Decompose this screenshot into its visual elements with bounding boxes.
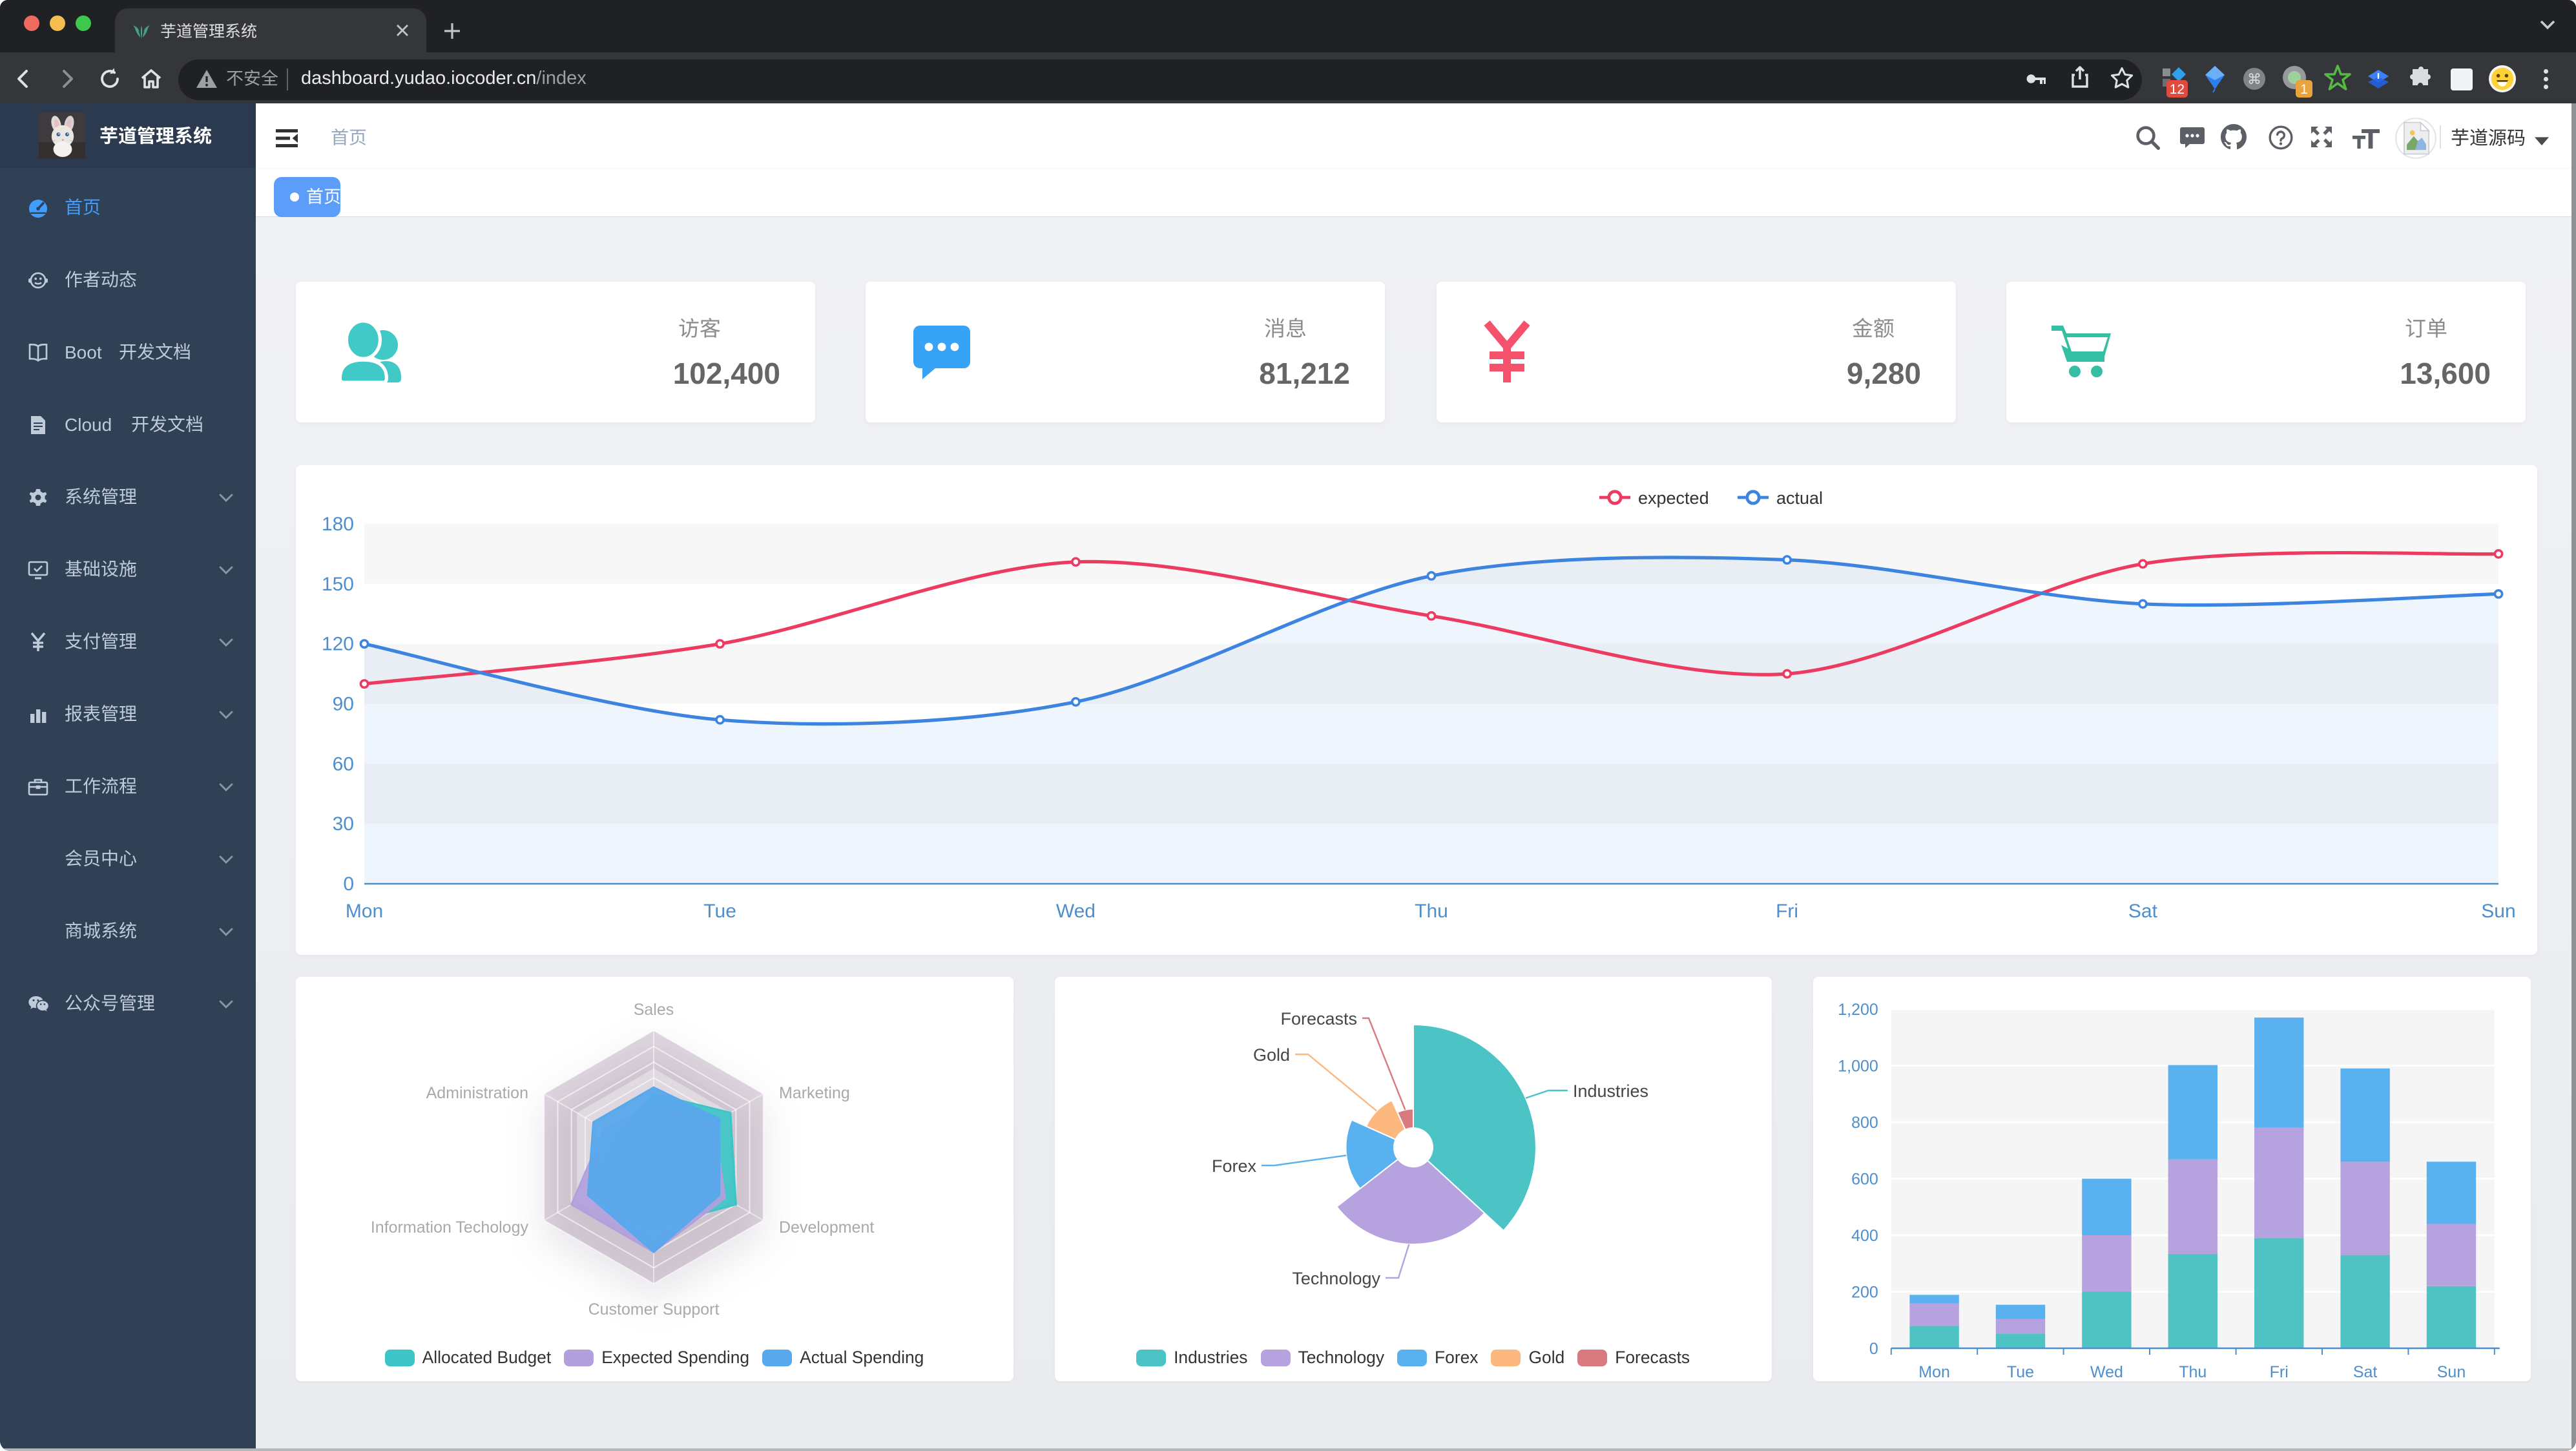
svg-text:expected: expected [1638, 488, 1709, 508]
svg-text:Industries: Industries [1573, 1081, 1648, 1101]
svg-text:Mon: Mon [1918, 1363, 1950, 1381]
svg-text:Sat: Sat [2353, 1363, 2378, 1381]
svg-text:60: 60 [333, 753, 354, 775]
svg-text:Fri: Fri [1776, 901, 1798, 922]
svg-text:0: 0 [343, 873, 354, 895]
svg-text:Sun: Sun [2437, 1363, 2466, 1381]
svg-text:Technology: Technology [1292, 1269, 1380, 1288]
svg-text:200: 200 [1851, 1283, 1878, 1301]
svg-text:Mon: Mon [346, 901, 383, 922]
svg-text:600: 600 [1851, 1171, 1878, 1189]
svg-text:30: 30 [333, 813, 354, 835]
svg-text:400: 400 [1851, 1227, 1878, 1245]
svg-text:Wed: Wed [1056, 901, 1096, 922]
svg-text:120: 120 [322, 634, 354, 655]
svg-text:actual: actual [1776, 488, 1823, 508]
svg-text:Tue: Tue [703, 901, 736, 922]
svg-text:180: 180 [322, 514, 354, 535]
svg-text:0: 0 [1869, 1340, 1878, 1358]
svg-text:Forecasts: Forecasts [1280, 1009, 1357, 1028]
svg-text:Customer Support: Customer Support [588, 1300, 720, 1319]
svg-text:Sales: Sales [634, 1001, 674, 1019]
svg-text:Wed: Wed [2090, 1363, 2123, 1381]
svg-text:150: 150 [322, 574, 354, 595]
svg-text:1,200: 1,200 [1838, 1001, 1878, 1019]
svg-text:800: 800 [1851, 1114, 1878, 1132]
svg-text:Thu: Thu [1415, 901, 1448, 922]
svg-text:Sat: Sat [2128, 901, 2158, 922]
svg-text:Development: Development [779, 1218, 874, 1237]
svg-text:⌘: ⌘ [2247, 71, 2261, 87]
svg-text:Marketing: Marketing [779, 1084, 850, 1102]
svg-text:Thu: Thu [2179, 1363, 2207, 1381]
svg-text:Fri: Fri [2270, 1363, 2289, 1381]
svg-text:Gold: Gold [1253, 1045, 1290, 1065]
svg-text:Tue: Tue [2007, 1363, 2034, 1381]
svg-text:Information Techology: Information Techology [371, 1218, 529, 1237]
svg-text:Forex: Forex [1212, 1156, 1257, 1176]
svg-text:Administration: Administration [426, 1084, 528, 1102]
svg-text:1,000: 1,000 [1838, 1057, 1878, 1075]
svg-text:90: 90 [333, 694, 354, 715]
svg-text:Sun: Sun [2481, 901, 2515, 922]
